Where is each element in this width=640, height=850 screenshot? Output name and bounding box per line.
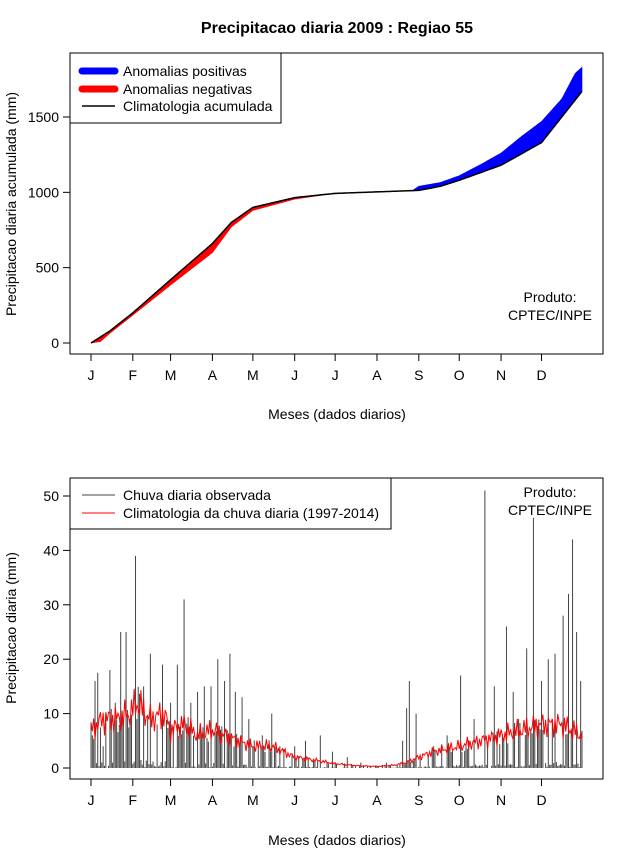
y-tick-label: 40	[43, 542, 59, 558]
x-tick-label: F	[129, 792, 138, 808]
y-tick-label: 30	[43, 597, 59, 613]
y-tick-label: 0	[51, 335, 59, 351]
x-tick-label: O	[454, 367, 465, 383]
product-label: Produto:	[524, 289, 577, 305]
x-tick-label: A	[208, 792, 218, 808]
y-axis-label-2: Precipitacao diaria (mm)	[3, 552, 19, 704]
x-tick-label: N	[496, 367, 506, 383]
y-axis-label: Precipitacao diaria acumulada (mm)	[3, 92, 19, 316]
climatology-daily-line	[90, 688, 583, 768]
cumulative-panel: 0 500 1000 1500 J F M A M J J A S O N D Meses (dados d…	[3, 52, 604, 422]
y-tick-label: 20	[43, 651, 59, 667]
x-tick-label: N	[496, 792, 506, 808]
x-axis-label: Meses (dados diarios)	[268, 406, 406, 422]
legend-entry-climatology: Climatologia acumulada	[123, 98, 273, 114]
anomaly-segment	[580, 66, 583, 94]
x-tick-label: J	[332, 792, 339, 808]
x-tick-label: J	[291, 367, 298, 383]
legend-entry-negative: Anomalias negativas	[123, 81, 252, 97]
legend: Anomalias positivas Anomalias negativas …	[69, 52, 282, 124]
x-tick-label: A	[372, 792, 382, 808]
x-tick-label: J	[291, 792, 298, 808]
x-tick-label: S	[414, 367, 423, 383]
product-source-2: CPTEC/INPE	[508, 502, 592, 518]
x-tick-label: M	[247, 367, 259, 383]
legend-entry-daily-climatology: Climatologia da chuva diaria (1997-2014)	[123, 505, 379, 521]
x-tick-label: A	[208, 367, 218, 383]
product-source: CPTEC/INPE	[508, 307, 592, 323]
x-axis-label-2: Meses (dados diarios)	[268, 832, 406, 848]
x-tick-label: D	[536, 367, 546, 383]
x-tick-label: M	[247, 792, 259, 808]
x-tick-label: F	[129, 367, 138, 383]
climatology-cumulative-line	[90, 90, 583, 344]
y-tick-label: 500	[36, 260, 60, 276]
y-tick-label: 10	[43, 706, 59, 722]
y-tick-label: 0	[51, 760, 59, 776]
legend-2: Chuva diaria observada Climatologia da c…	[69, 477, 392, 530]
legend-entry-observed: Chuva diaria observada	[123, 487, 271, 503]
x-tick-label: J	[88, 367, 95, 383]
x-tick-label: J	[88, 792, 95, 808]
y-tick-label: 50	[43, 488, 59, 504]
figure-title: Precipitacao diaria 2009 : Regiao 55	[201, 20, 473, 37]
legend-box-2	[69, 477, 392, 530]
daily-panel: 0 10 20 30 40 50 J F M A M J J A S O N D Meses (dados di…	[3, 477, 604, 848]
y-tick-label: 1000	[28, 184, 59, 200]
x-tick-label: M	[165, 792, 177, 808]
product-label-2: Produto:	[524, 484, 577, 500]
x-tick-label: S	[414, 792, 423, 808]
x-tick-label: M	[165, 367, 177, 383]
x-tick-label: D	[536, 792, 546, 808]
x-tick-label: A	[372, 367, 382, 383]
y-axis: 0 500 1000 1500	[28, 109, 71, 351]
y-axis-2: 0 10 20 30 40 50	[43, 488, 71, 776]
x-tick-label: J	[332, 367, 339, 383]
x-tick-label: O	[454, 792, 465, 808]
legend-entry-positive: Anomalias positivas	[123, 63, 247, 79]
y-tick-label: 1500	[28, 109, 59, 125]
